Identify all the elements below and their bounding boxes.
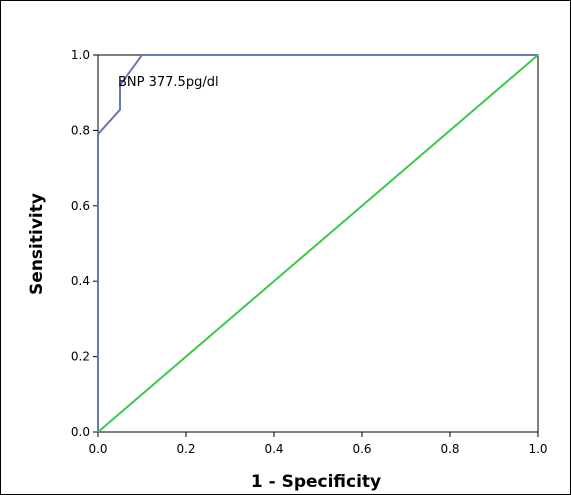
x-tick-label: 0.0 [88, 442, 107, 456]
y-tick-label: 0.6 [71, 199, 90, 213]
series-layer [97, 54, 539, 433]
bnp-cutoff-annotation: BNP 377.5pg/dl [118, 75, 219, 90]
x-tick-label: 0.8 [440, 442, 459, 456]
x-tick-label: 0.2 [176, 442, 195, 456]
y-tick-label: 0.0 [71, 425, 90, 439]
x-axis: 0.0 0.2 0.4 0.6 0.8 1.0 [88, 432, 548, 456]
x-tick-label: 1.0 [528, 442, 547, 456]
x-axis-title: 1 - Specificity [251, 472, 381, 492]
y-tick-label: 0.4 [71, 274, 90, 288]
x-tick-label: 0.6 [352, 442, 371, 456]
y-tick-label: 1.0 [71, 48, 90, 62]
y-axis-title: Sensitivity [27, 193, 47, 295]
y-tick-label: 0.8 [71, 123, 90, 137]
x-tick-label: 0.4 [264, 442, 283, 456]
reference-diagonal-line [97, 54, 539, 433]
roc-curve-line [97, 54, 538, 432]
y-axis: 0.0 0.2 0.4 0.6 0.8 1.0 [71, 48, 98, 439]
y-tick-label: 0.2 [71, 350, 90, 364]
